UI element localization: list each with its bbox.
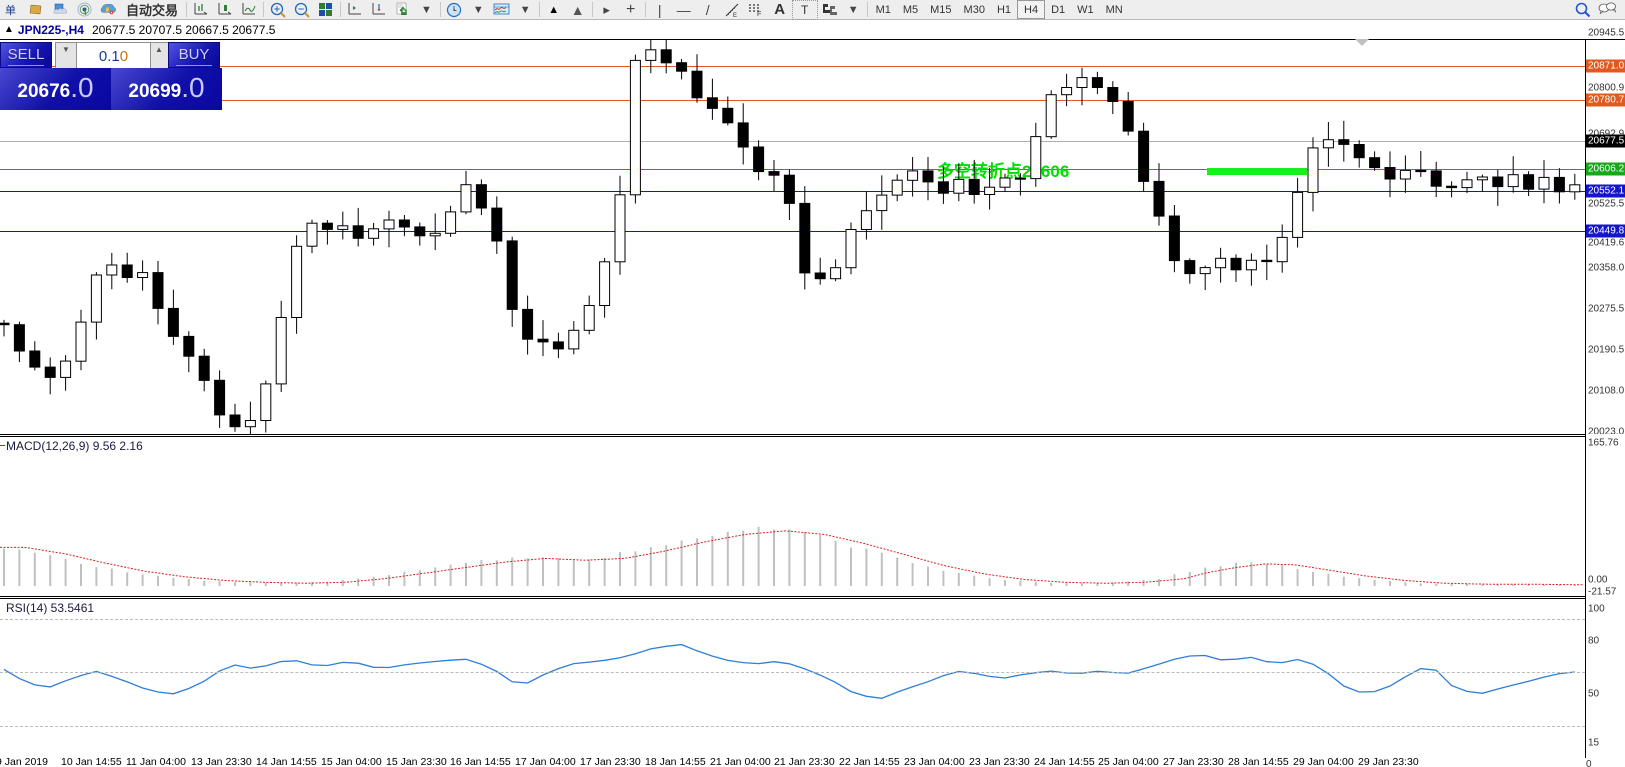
svg-text:E: E (733, 13, 737, 18)
svg-text:F: F (757, 11, 761, 17)
svg-text:单: 单 (5, 4, 16, 17)
